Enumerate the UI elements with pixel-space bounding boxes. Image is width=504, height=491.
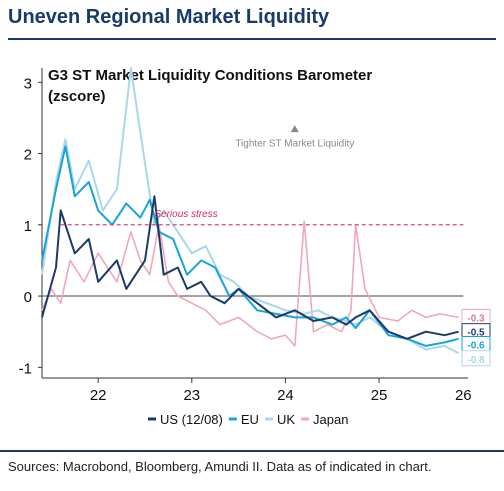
end-value-label: -0.3 [467, 313, 485, 324]
axes: 3 2 1 0 -1 22 23 24 25 26 [19, 68, 472, 404]
title-rule [8, 38, 496, 40]
legend-label-uk: UK [277, 412, 295, 427]
x-tick-label: 25 [371, 387, 388, 404]
y-tick-label: 0 [24, 289, 32, 306]
page-title: Uneven Regional Market Liquidity [8, 6, 330, 28]
y-tick-label: 1 [24, 218, 32, 235]
series-line-eu [41, 145, 459, 347]
triangle-up-icon [290, 125, 299, 133]
sources-rule [0, 450, 504, 452]
y-tick-label: -1 [19, 360, 32, 377]
legend-label-us: US (12/08) [160, 412, 223, 427]
x-tick-label: 24 [277, 387, 294, 404]
liquidity-chart: G3 ST Market Liquidity Conditions Barome… [19, 67, 491, 427]
x-tick-label: 26 [455, 387, 472, 404]
end-value-label: -0.5 [467, 328, 485, 339]
serious-stress-label: Serious stress [154, 209, 217, 220]
legend-label-japan: Japan [313, 412, 348, 427]
chart-title: G3 ST Market Liquidity Conditions Barome… [48, 67, 372, 84]
x-tick-label: 23 [183, 387, 200, 404]
legend: US (12/08) EU UK Japan [148, 412, 348, 427]
end-value-label: -0.8 [467, 355, 485, 366]
y-tick-label: 3 [24, 75, 32, 92]
series-layer [41, 67, 460, 354]
series-line-us [41, 195, 459, 340]
chart-subtitle: (zscore) [48, 88, 106, 105]
series-line-uk [41, 67, 460, 354]
series-line-japan [41, 220, 459, 347]
tighter-liquidity-label: Tighter ST Market Liquidity [235, 138, 354, 149]
y-tick-label: 2 [24, 147, 32, 164]
x-tick-label: 22 [90, 387, 107, 404]
end-value-label: -0.6 [467, 341, 485, 352]
legend-label-eu: EU [241, 412, 259, 427]
sources-note: Sources: Macrobond, Bloomberg, Amundi II… [8, 459, 432, 474]
end-label-box [461, 350, 491, 367]
annotation-layer: Serious stress Tighter ST Market Liquidit… [60, 125, 491, 367]
